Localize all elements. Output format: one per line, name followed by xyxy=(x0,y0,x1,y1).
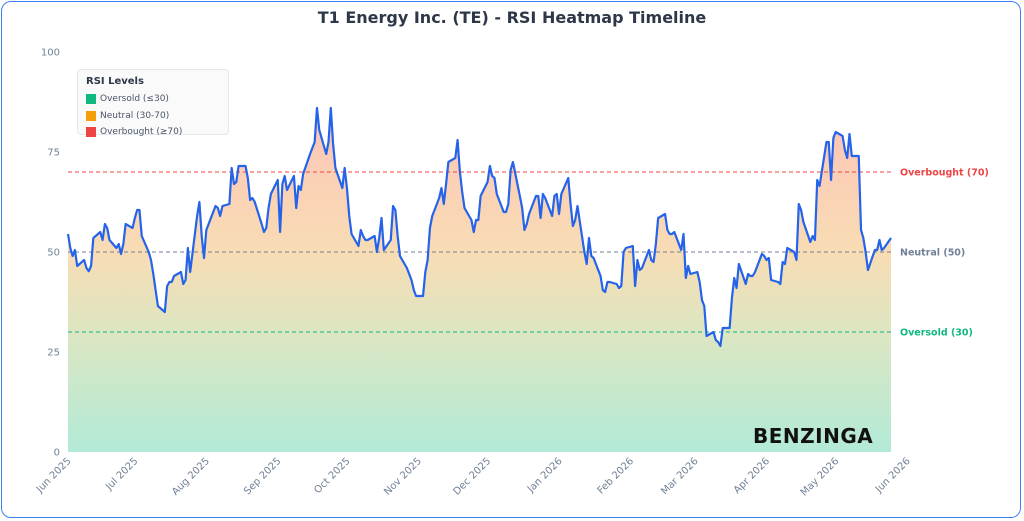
x-tick-label: Jan 2026 xyxy=(525,456,565,496)
x-tick-label: Nov 2025 xyxy=(382,456,424,498)
y-tick-label: 25 xyxy=(47,348,60,359)
legend-title: RSI Levels xyxy=(86,76,144,87)
legend-swatch-overbought xyxy=(86,127,96,137)
reference-line-label: Overbought (70) xyxy=(900,168,989,179)
x-tick-label: Aug 2025 xyxy=(170,456,212,498)
reference-lines: Overbought (70) Neutral (50) Oversold (30) xyxy=(68,168,989,339)
legend-item-overbought: Overbought (≥70) xyxy=(86,127,182,137)
x-tick-label: Jun 2025 xyxy=(34,456,74,496)
x-tick-label: Jun 2026 xyxy=(873,456,913,496)
x-tick-label: Dec 2025 xyxy=(452,456,494,498)
legend-label-neutral: Neutral (30-70) xyxy=(100,111,170,121)
x-tick-label: Oct 2025 xyxy=(312,456,352,496)
legend-item-oversold: Oversold (≤30) xyxy=(86,94,169,104)
x-tick-label: May 2026 xyxy=(799,456,842,499)
legend-swatch-neutral xyxy=(86,111,96,121)
legend-item-neutral: Neutral (30-70) xyxy=(86,111,169,121)
x-tick-label: Feb 2026 xyxy=(596,456,637,497)
legend-swatch-oversold xyxy=(86,94,96,104)
legend-label-oversold: Oversold (≤30) xyxy=(100,94,169,104)
x-axis-ticks: Jun 2025 Jul 2025 Aug 2025 Sep 2025 Oct 2025… xyxy=(34,456,913,499)
x-tick-label: Apr 2026 xyxy=(732,456,772,496)
chart-title: T1 Energy Inc. (TE) - RSI Heatmap Timeli… xyxy=(317,8,707,27)
legend-label-overbought: Overbought (≥70) xyxy=(100,127,183,137)
benzinga-logo: BENZINGA xyxy=(753,424,874,448)
y-tick-label: 75 xyxy=(47,148,60,159)
y-axis-ticks: 0 25 50 75 100 xyxy=(41,48,60,459)
x-tick-label: Jul 2025 xyxy=(103,456,140,493)
x-tick-label: Sep 2025 xyxy=(242,456,283,497)
reference-line-label: Neutral (50) xyxy=(900,248,965,259)
rsi-series-line xyxy=(66,106,892,348)
y-tick-label: 100 xyxy=(41,48,60,59)
x-tick-label: Mar 2026 xyxy=(659,456,700,497)
legend: RSI Levels Oversold (≤30) Neutral (30-70… xyxy=(77,69,229,137)
reference-line-label: Oversold (30) xyxy=(900,328,973,339)
y-tick-label: 50 xyxy=(47,248,60,259)
line-layer xyxy=(66,106,892,348)
y-tick-label: 0 xyxy=(54,448,60,459)
